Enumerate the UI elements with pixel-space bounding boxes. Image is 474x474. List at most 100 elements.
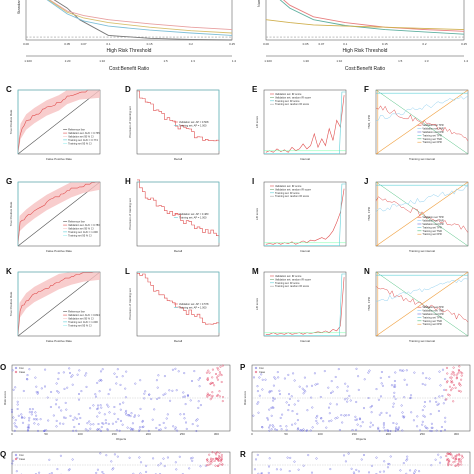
con-point [38,471,41,474]
con-point [261,388,264,391]
x-axis-label: High Risk Threshold [107,48,152,54]
con-point [439,461,442,464]
con-point [46,396,49,399]
con-point [47,419,50,422]
con-point [131,422,134,425]
con-point [28,411,31,414]
legend-entry: Case [19,457,26,461]
case-point [446,380,449,383]
con-point [72,429,75,432]
con-point [413,371,416,374]
case-point [460,463,463,466]
case-point [221,463,224,466]
legend-entry: Training set 95 % CI [68,233,92,237]
con-point [347,452,350,455]
con-point [69,414,72,417]
reference-line [17,181,101,247]
x-axis-label: Objects [356,437,367,441]
con-point [108,411,111,414]
con-point [20,416,23,419]
con-point [183,417,186,420]
con-point [106,428,109,431]
con-point [86,422,89,425]
legend-entry: Training set: AUC = 1.000 [68,230,98,234]
con-point [283,377,286,380]
con-point [341,421,344,424]
con-point [325,426,328,429]
con-point [148,393,151,396]
con-point [272,406,275,409]
legend-entry: Training set: random IR score [275,102,310,106]
con-point [150,398,153,401]
con-point [329,402,332,405]
con-point [323,370,326,373]
con-point [117,418,120,421]
legend-entry: Validation set TNR [422,219,444,223]
con-point [302,464,305,467]
con-point [378,429,381,432]
con-point [99,430,102,433]
secondary-tick-label: 1:3 [191,59,196,63]
con-point [100,426,103,429]
x-tick-label: 0.00 [263,42,269,46]
con-point [393,395,396,398]
con-point [313,372,316,375]
con-point [410,411,413,414]
con-point [441,395,444,398]
case-point [211,376,214,379]
con-point [302,428,305,431]
con-point [437,453,440,456]
case-point [458,454,461,457]
con-point [156,397,159,400]
con-point [268,426,271,429]
x-tick-label: 300 [454,432,459,436]
con-point [363,378,366,381]
con-point [261,426,264,429]
case-point [445,398,448,401]
con-point [375,473,378,474]
con-point [375,456,378,459]
con-point [104,419,107,422]
con-point [401,411,404,414]
con-point [188,467,191,470]
validation-curve [375,105,469,142]
con-point [32,418,35,421]
con-point [275,429,278,432]
legend-entry: Training set: IR score [275,281,300,285]
con-point [303,389,306,392]
con-point [328,420,331,423]
case-point [216,366,219,369]
con-point [100,379,103,382]
legend-entry: Reference line [68,128,85,132]
case-point [455,455,458,458]
con-point [382,470,385,473]
con-point [357,470,360,473]
case-point [447,463,450,466]
con-point [419,429,422,432]
legend-entry: Training set: IR score [275,99,300,103]
con-point [256,402,259,405]
con-point [409,469,412,472]
case-point [210,381,213,384]
con-point [141,419,144,422]
con-point [389,414,392,417]
con-point [316,382,319,385]
training-lift-curve [264,91,346,154]
con-point [101,368,104,371]
con-point [130,412,133,415]
con-point [107,393,110,396]
con-point [416,425,419,428]
secondary-tick-label: 1:4 [232,59,237,63]
case-point [205,458,208,461]
con-point [346,389,349,392]
case-point [213,459,216,462]
con-point [279,393,282,396]
con-point [399,469,402,472]
case-point [447,460,450,463]
con-point [162,393,165,396]
con-point [171,368,174,371]
con-point [109,388,112,391]
con-point [113,412,116,415]
con-point [315,416,318,419]
